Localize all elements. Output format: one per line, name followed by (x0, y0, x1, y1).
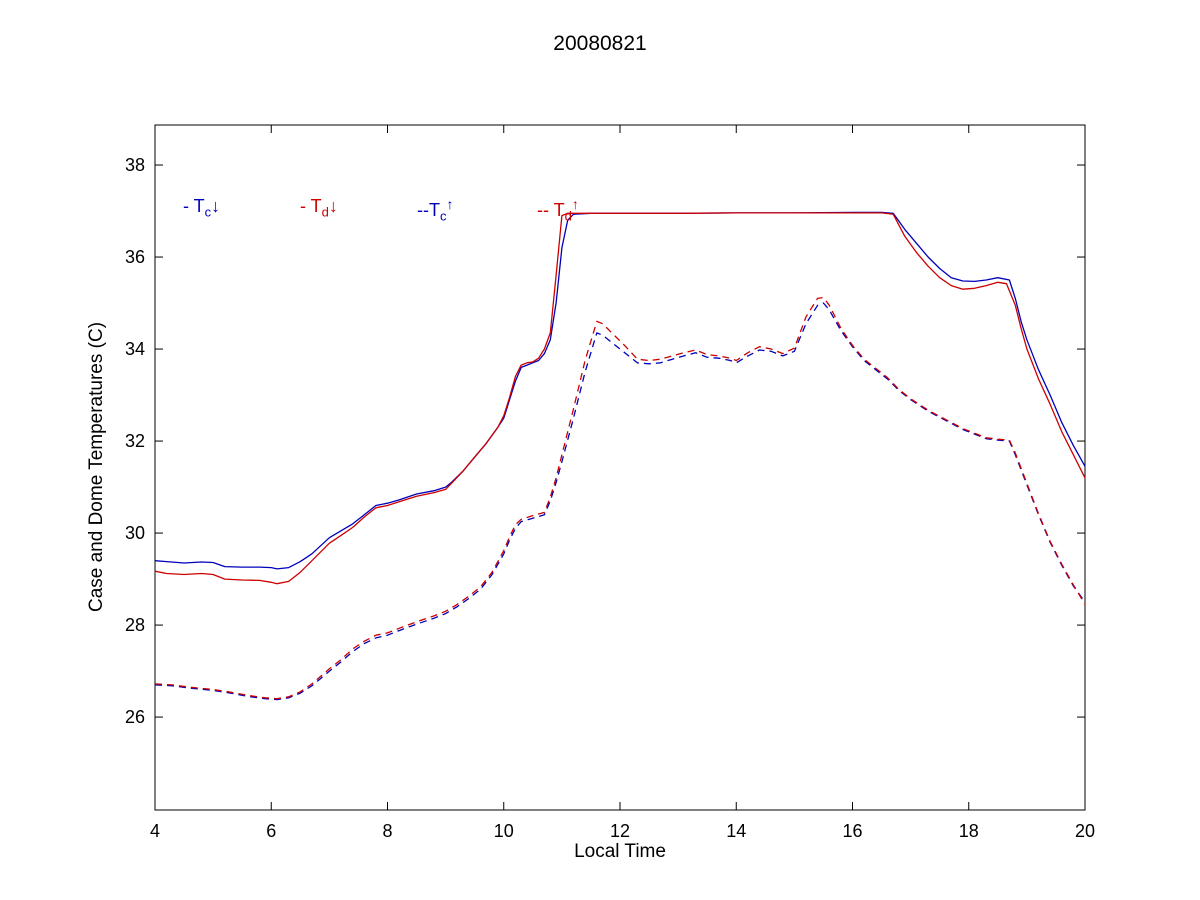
x-tick-label: 8 (382, 821, 392, 841)
x-tick-label: 14 (726, 821, 746, 841)
y-axis-label: Case and Dome Temperatures (C) (86, 321, 107, 613)
x-tick-label: 12 (610, 821, 630, 841)
series-Tc_down (154, 211, 1086, 570)
y-tick-label: 32 (125, 431, 145, 451)
x-tick-label: 20 (1075, 821, 1095, 841)
legend-item-Tc-down: - Tc↓ (183, 196, 221, 220)
y-tick-label: 28 (125, 615, 145, 635)
chart-title: 20080821 (553, 32, 647, 55)
legend-item-Td-down: - Td↓ (300, 196, 338, 220)
series-Td_down (154, 212, 1086, 585)
x-tick-label: 4 (150, 821, 160, 841)
series-Td_up (154, 296, 1086, 700)
y-tick-label: 36 (125, 247, 145, 267)
x-tick-label: 18 (959, 821, 979, 841)
x-axis-label: Local Time (574, 841, 666, 862)
legend-item-Td-up: -- Td↑ (537, 196, 579, 224)
y-tick-label: 26 (125, 707, 145, 727)
y-tick-label: 34 (125, 339, 145, 359)
x-tick-label: 10 (494, 821, 514, 841)
y-tick-label: 30 (125, 523, 145, 543)
legend-item-Tc-up: --Tc↑ (417, 196, 454, 224)
x-tick-label: 16 (842, 821, 862, 841)
axes-box (154, 124, 1086, 811)
x-tick-label: 6 (266, 821, 276, 841)
series-Tc_up (154, 302, 1086, 701)
y-tick-label: 38 (125, 155, 145, 175)
